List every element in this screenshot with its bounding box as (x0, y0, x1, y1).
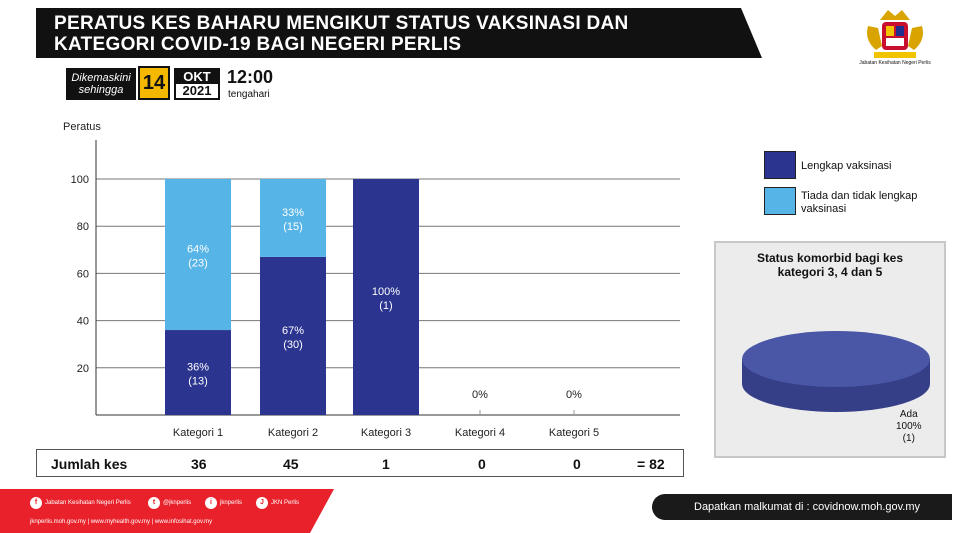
updated-label-line2: sehingga (78, 84, 124, 96)
totals-row: Jumlah kes 36 45 1 0 0 = 82 (36, 449, 684, 477)
data-label-pct-0-2: 67% (282, 325, 304, 337)
total-kategori-5: 0 (573, 456, 581, 472)
data-label-count-0-2: (30) (283, 339, 303, 351)
data-label-pct-0-3: 100% (372, 286, 400, 298)
pie-chart (742, 331, 930, 412)
data-label-pct-1-2: 33% (282, 207, 304, 219)
social-facebook[interactable]: f Jabatan Kesihatan Negeri Perlis (30, 497, 131, 509)
bar-chart: Peratus 20 40 60 80 100 36% (13) 64% (23) Kategori… (63, 121, 680, 439)
y-tick-label-80: 80 (77, 221, 89, 233)
logo-caption: Jabatan Kesihatan Negeri Perlis (859, 60, 931, 66)
social-instagram[interactable]: i jknperlis (205, 497, 242, 509)
update-day: 14 (138, 66, 170, 100)
update-time: 12:00 (227, 67, 274, 87)
legend-label-tiada: Tiada dan tidak lengkap vaksinasi (801, 190, 918, 215)
x-tick-label-3: Kategori 3 (361, 427, 411, 439)
total-kategori-4: 0 (478, 456, 486, 472)
x-tick-label-4: Kategori 4 (455, 427, 505, 439)
total-kategori-2: 45 (283, 456, 299, 472)
y-tick-label-20: 20 (77, 363, 89, 375)
pie-slice-label: Ada 100% (1) (896, 409, 922, 444)
comorbid-pie-panel: Status komorbid bagi kes kategori 3, 4 d… (714, 241, 946, 458)
twitter-icon: t (148, 497, 160, 509)
bar-lengkap-2 (260, 256, 326, 415)
total-kategori-3: 1 (382, 456, 390, 472)
update-time-period: tengahari (228, 89, 270, 100)
title-banner: PERATUS KES BAHARU MENGIKUT STATUS VAKSI… (36, 8, 762, 58)
y-tick-label-40: 40 (77, 316, 89, 328)
data-label-pct-0-1: 36% (187, 362, 209, 374)
x-tick-label-2: Kategori 2 (268, 427, 318, 439)
update-year: 2021 (182, 83, 212, 98)
y-axis-label: Peratus (63, 121, 101, 133)
legend-label-lengkap: Lengkap vaksinasi (801, 160, 892, 172)
data-label-count-1-1: (23) (188, 258, 208, 270)
website-links[interactable]: jknperlis.moh.gov.my | www.myhealth.gov.… (30, 519, 213, 525)
update-month: OKT (176, 70, 218, 84)
y-tick-label-60: 60 (77, 268, 89, 280)
footer-social-bar: f Jabatan Kesihatan Negeri Perlis t @jkn… (0, 489, 334, 533)
data-label-zero-5: 0% (566, 389, 582, 401)
pie-title: Status komorbid bagi kes kategori 3, 4 d… (756, 251, 904, 279)
updated-label: Dikemaskini sehingga (66, 68, 136, 100)
page-title-line1: PERATUS KES BAHARU MENGIKUT STATUS VAKSI… (54, 13, 629, 34)
x-tick-label-5: Kategori 5 (549, 427, 599, 439)
info-footer: Dapatkan malkumat di : covidnow.moh.gov.… (652, 494, 952, 520)
totals-label: Jumlah kes (51, 456, 128, 472)
data-label-pct-1-1: 64% (187, 244, 209, 256)
facebook-icon: f (30, 497, 42, 509)
legend-swatch-tiada (764, 187, 796, 215)
x-tick-label-1: Kategori 1 (173, 427, 223, 439)
social-twitter[interactable]: t @jknperlis (148, 497, 191, 509)
updated-label-line1: Dikemaskini (71, 72, 131, 84)
coat-of-arms-icon (867, 10, 923, 58)
update-month-year: OKT 2021 (174, 68, 220, 100)
total-kategori-1: 36 (191, 456, 207, 472)
legend-swatch-lengkap (764, 151, 796, 179)
bar-lengkap-1 (165, 330, 231, 415)
bar-tiada-2 (260, 179, 326, 257)
social-jkn[interactable]: J JKN Perlis (256, 497, 299, 509)
y-tick-label-100: 100 (71, 174, 89, 186)
data-label-zero-4: 0% (472, 389, 488, 401)
jkn-icon: J (256, 497, 268, 509)
instagram-icon: i (205, 497, 217, 509)
grand-total: = 82 (637, 456, 665, 472)
bar-tiada-1 (165, 179, 231, 331)
page-title-line2: KATEGORI COVID-19 BAGI NEGERI PERLIS (54, 34, 462, 55)
data-label-count-0-1: (13) (188, 376, 208, 388)
data-label-count-0-3: (1) (379, 300, 392, 312)
pie-slice-ada (742, 331, 930, 387)
bar-lengkap-3 (353, 179, 419, 415)
data-label-count-1-2: (15) (283, 221, 303, 233)
